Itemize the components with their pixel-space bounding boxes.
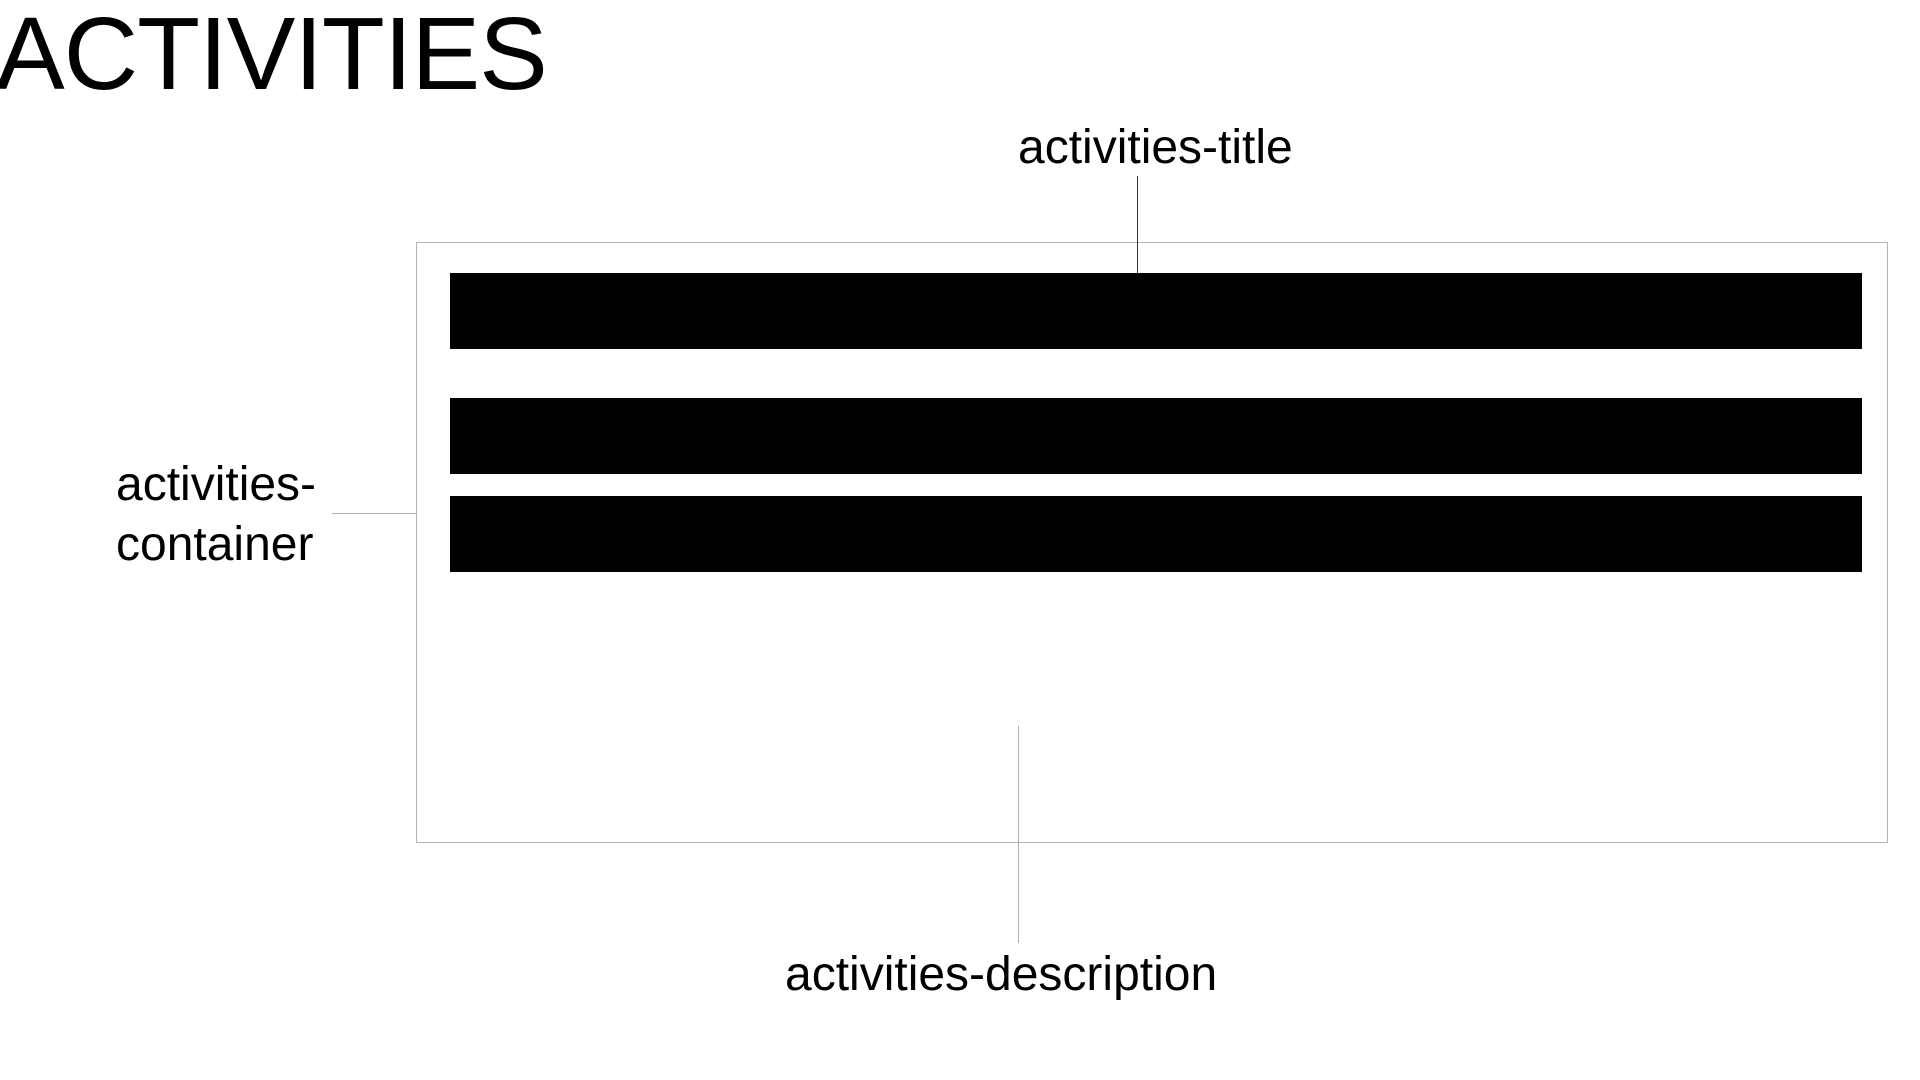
activities-title-bar [450, 273, 1862, 349]
title-leader-line [1137, 176, 1138, 273]
description-leader-line [1018, 726, 1019, 943]
container-leader-line [332, 513, 416, 514]
activities-container-box [416, 242, 1888, 843]
container-label-line: activities- [116, 458, 317, 511]
activities-description-bar [450, 398, 1862, 474]
page-title: ACTIVITIES [0, 0, 548, 111]
activities-container-label: activities- container [116, 455, 316, 575]
activities-title-label: activities-title [1018, 121, 1293, 174]
activities-description-label: activities-description [785, 948, 1218, 1001]
container-label-line: container [116, 518, 314, 571]
activities-description-bar [450, 496, 1862, 572]
